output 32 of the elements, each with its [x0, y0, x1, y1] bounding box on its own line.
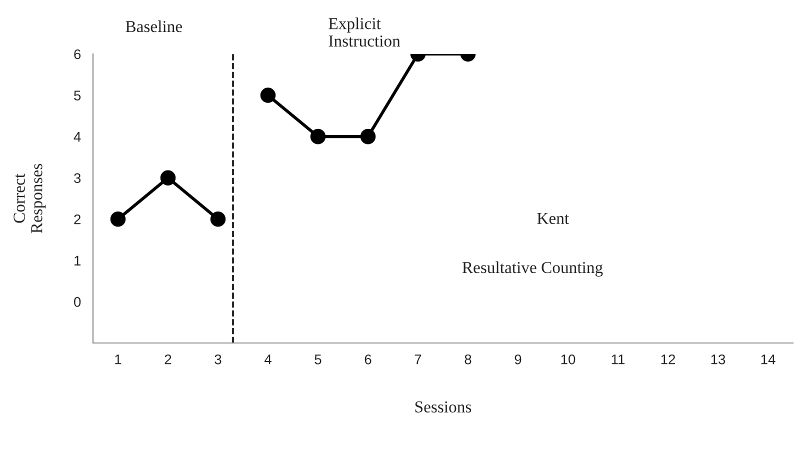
- point: [110, 212, 126, 227]
- annotation: Kent: [537, 212, 569, 224]
- x-tick-label: 8: [464, 354, 472, 364]
- point: [160, 170, 176, 186]
- x-tick-label: 7: [414, 354, 422, 364]
- x-tick-label: 3: [214, 354, 222, 364]
- x-tick-label: 2: [164, 354, 172, 364]
- y-axis-title: Correct Responses: [14, 164, 46, 234]
- y-tick-label: 3: [74, 173, 81, 184]
- y-tick-label: 5: [74, 90, 81, 100]
- x-axis-title: Sessions: [415, 401, 472, 413]
- point: [210, 212, 226, 227]
- point: [360, 128, 376, 144]
- x-tick-label: 12: [661, 354, 676, 364]
- text: Baseline: [126, 20, 182, 32]
- x-tick-label: 10: [561, 354, 576, 364]
- x-tick-label: 5: [314, 354, 322, 364]
- point: [310, 128, 326, 144]
- x-tick-label: 13: [711, 354, 726, 364]
- y-tick-label: 0: [74, 297, 81, 307]
- x-tick-label: 6: [364, 354, 372, 364]
- y-tick-label: 4: [74, 132, 81, 142]
- x-tick-label: 14: [761, 354, 776, 364]
- x-tick-label: 4: [264, 354, 272, 364]
- y-tick-label: 6: [74, 49, 81, 60]
- text: Explicit Instruction: [328, 18, 400, 47]
- x-tick-label: 9: [514, 354, 522, 364]
- x-tick-label: 11: [612, 354, 625, 364]
- y-tick-label: 1: [74, 256, 81, 266]
- y-tick-label: 2: [74, 214, 80, 224]
- annotation: Resultative Counting: [462, 261, 603, 277]
- x-tick-label: 1: [115, 354, 122, 364]
